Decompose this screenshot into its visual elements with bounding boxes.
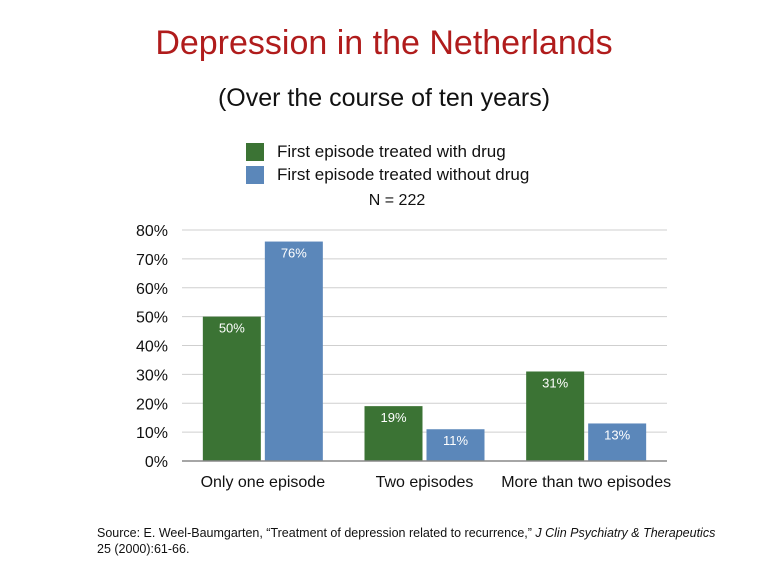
source-suffix: 25 (2000):61-66. bbox=[97, 542, 190, 556]
y-tick-label: 70% bbox=[136, 252, 168, 269]
x-category-label: More than two episodes bbox=[501, 474, 671, 491]
x-category-label: Only one episode bbox=[201, 474, 326, 491]
bar-no-drug bbox=[426, 429, 485, 461]
sample-size: N = 222 bbox=[368, 192, 426, 209]
data-label: 11% bbox=[443, 433, 468, 448]
chart-subtitle: (Over the course of ten years) bbox=[217, 84, 551, 112]
data-label: 31% bbox=[542, 375, 568, 390]
legend-item-no-drug: First episode treated without drug bbox=[246, 163, 529, 186]
bar-drug bbox=[364, 406, 423, 461]
legend-label-drug: First episode treated with drug bbox=[277, 141, 506, 161]
y-tick-label: 40% bbox=[136, 339, 168, 356]
data-label: 76% bbox=[281, 246, 307, 261]
y-tick-label: 10% bbox=[136, 425, 168, 442]
source-citation: Source: E. Weel-Baumgarten, “Treatment o… bbox=[97, 525, 717, 557]
y-tick-label: 0% bbox=[145, 454, 168, 471]
y-tick-label: 50% bbox=[136, 310, 168, 327]
y-tick-label: 30% bbox=[136, 367, 168, 384]
legend: First episode treated with drug First ep… bbox=[246, 140, 529, 186]
legend-item-drug: First episode treated with drug bbox=[246, 140, 529, 163]
legend-swatch-no-drug bbox=[246, 165, 264, 184]
legend-label-no-drug: First episode treated without drug bbox=[277, 164, 530, 184]
bar-drug bbox=[202, 316, 261, 461]
y-tick-label: 20% bbox=[136, 396, 168, 413]
chart-title: Depression in the Netherlands bbox=[155, 24, 613, 62]
x-category-label: Two episodes bbox=[376, 474, 474, 491]
y-tick-label: 60% bbox=[136, 281, 168, 298]
legend-swatch-drug bbox=[246, 142, 264, 161]
data-label: 13% bbox=[604, 427, 630, 442]
source-journal: J Clin Psychiatry & Therapeutics bbox=[535, 526, 716, 540]
source-prefix: Source: E. Weel-Baumgarten, “Treatment o… bbox=[97, 526, 536, 540]
bar-no-drug bbox=[264, 241, 323, 461]
data-label: 50% bbox=[219, 321, 245, 336]
y-tick-label: 80% bbox=[136, 223, 168, 240]
bar-no-drug bbox=[588, 423, 647, 461]
bar-drug bbox=[526, 371, 585, 461]
data-label: 19% bbox=[380, 410, 406, 425]
